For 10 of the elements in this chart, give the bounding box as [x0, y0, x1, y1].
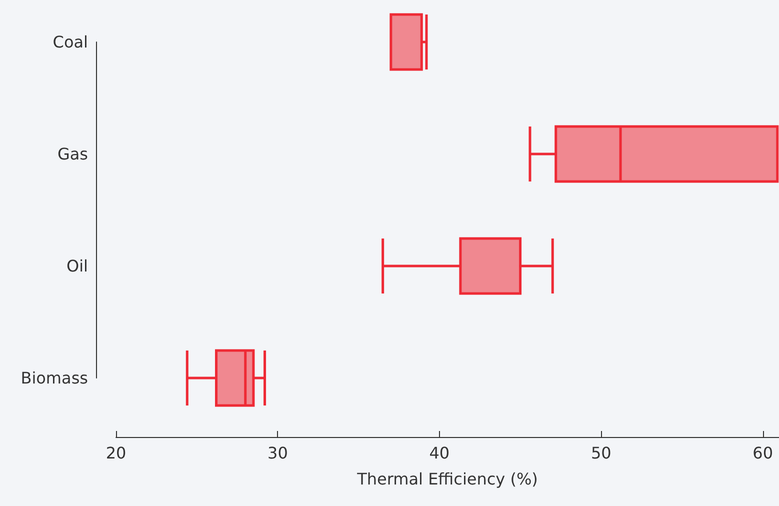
x-tick-label: 40 [429, 444, 450, 462]
y-tick-label: Biomass [20, 368, 88, 388]
x-tick-label: 30 [268, 444, 288, 462]
x-tick-label: 60 [752, 444, 774, 462]
x-tick-label: 50 [590, 444, 612, 462]
x-axis-title: Thermal Efficiency (%) [356, 470, 538, 488]
x-tick-label: 20 [106, 444, 126, 462]
y-tick-label: Gas [57, 144, 88, 164]
y-tick-label: Coal [52, 32, 88, 52]
y-tick-label: Oil [66, 256, 88, 276]
